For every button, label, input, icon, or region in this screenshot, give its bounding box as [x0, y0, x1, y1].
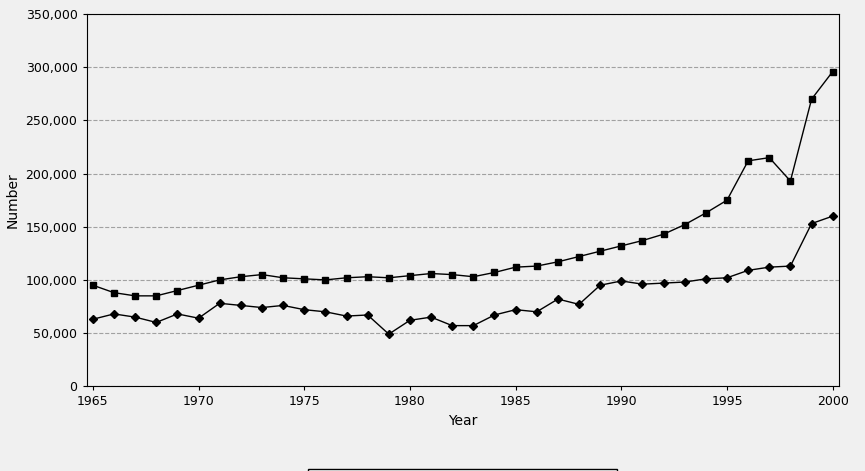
Patent grants: [383, 331, 394, 337]
Patent grants: [426, 314, 436, 320]
Patent grants: [701, 276, 711, 282]
Patent grants: [257, 305, 267, 310]
X-axis label: Year: Year: [448, 414, 477, 428]
Patent applications: [447, 272, 458, 277]
Patent grants: [743, 268, 753, 273]
Patent applications: [130, 293, 140, 299]
Patent grants: [490, 312, 500, 318]
Patent applications: [701, 210, 711, 216]
Patent grants: [828, 213, 838, 219]
Patent grants: [320, 309, 330, 315]
Patent grants: [130, 314, 140, 320]
Patent applications: [743, 158, 753, 163]
Patent applications: [658, 231, 669, 237]
Patent grants: [658, 280, 669, 286]
Patent grants: [806, 221, 817, 227]
Patent applications: [532, 263, 542, 269]
Patent applications: [828, 69, 838, 74]
Patent applications: [426, 271, 436, 276]
Line: Patent applications: Patent applications: [90, 69, 836, 299]
Patent applications: [405, 273, 415, 278]
Patent grants: [151, 320, 162, 325]
Patent grants: [616, 278, 626, 284]
Legend: Patent applications, Patent grants: Patent applications, Patent grants: [308, 469, 618, 471]
Patent grants: [87, 317, 98, 322]
Patent applications: [806, 97, 817, 102]
Patent applications: [721, 197, 732, 203]
Patent applications: [362, 274, 373, 280]
Patent applications: [109, 290, 119, 295]
Patent applications: [638, 238, 648, 244]
Patent applications: [616, 243, 626, 249]
Patent grants: [362, 312, 373, 318]
Y-axis label: Number: Number: [6, 172, 20, 228]
Patent applications: [87, 283, 98, 288]
Patent applications: [510, 264, 521, 270]
Patent applications: [680, 222, 690, 227]
Line: Patent grants: Patent grants: [90, 213, 836, 337]
Patent applications: [595, 248, 606, 254]
Patent grants: [573, 301, 584, 307]
Patent grants: [532, 309, 542, 315]
Patent grants: [235, 302, 246, 308]
Patent applications: [257, 272, 267, 277]
Patent applications: [383, 275, 394, 281]
Patent grants: [109, 311, 119, 317]
Patent grants: [595, 283, 606, 288]
Patent grants: [553, 296, 563, 302]
Patent applications: [172, 288, 183, 293]
Patent grants: [510, 307, 521, 312]
Patent applications: [573, 254, 584, 260]
Patent grants: [215, 300, 225, 306]
Patent grants: [299, 307, 310, 312]
Patent applications: [194, 283, 204, 288]
Patent grants: [764, 264, 774, 270]
Patent applications: [299, 276, 310, 282]
Patent applications: [490, 269, 500, 275]
Patent applications: [278, 275, 288, 281]
Patent grants: [342, 313, 352, 319]
Patent grants: [194, 316, 204, 321]
Patent applications: [215, 277, 225, 283]
Patent applications: [764, 155, 774, 161]
Patent applications: [785, 178, 796, 184]
Patent grants: [721, 275, 732, 281]
Patent applications: [468, 274, 478, 280]
Patent applications: [342, 275, 352, 281]
Patent applications: [553, 259, 563, 265]
Patent grants: [447, 323, 458, 328]
Patent grants: [638, 281, 648, 287]
Patent grants: [468, 323, 478, 328]
Patent grants: [172, 311, 183, 317]
Patent applications: [320, 277, 330, 283]
Patent applications: [235, 274, 246, 280]
Patent grants: [278, 302, 288, 308]
Patent grants: [405, 317, 415, 323]
Patent grants: [680, 279, 690, 285]
Patent grants: [785, 263, 796, 269]
Patent applications: [151, 293, 162, 299]
